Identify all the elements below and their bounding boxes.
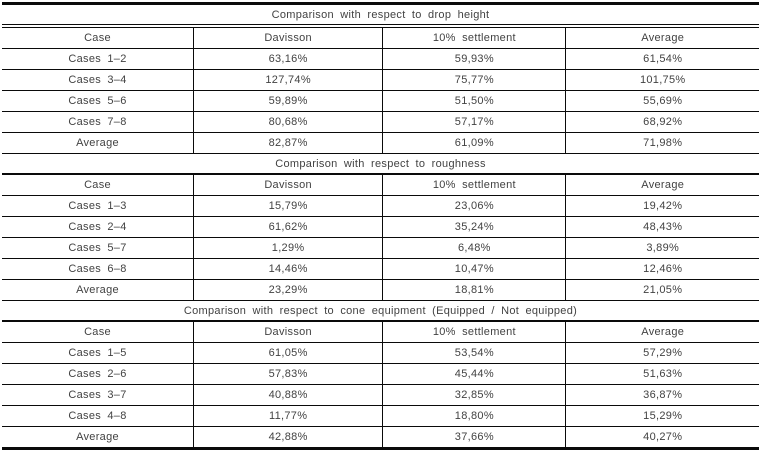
comparison-table: Comparison with respect to drop height C…: [2, 2, 759, 450]
table-row-average: Average 82,87% 61,09% 71,98%: [2, 132, 759, 154]
settlement-cell: 45,44%: [382, 363, 566, 385]
davisson-cell: 61,05%: [193, 342, 383, 364]
settlement-cell: 59,93%: [382, 48, 566, 70]
case-cell: Cases 3–4: [2, 69, 194, 91]
case-cell: Cases 5–6: [2, 90, 194, 112]
davisson-cell: 82,87%: [193, 132, 383, 154]
davisson-cell: 42,88%: [193, 426, 383, 449]
col-header-average: Average: [565, 174, 759, 196]
header-row: Case Davisson 10% settlement Average: [2, 321, 759, 343]
settlement-cell: 32,85%: [382, 384, 566, 406]
average-cell: 12,46%: [565, 258, 759, 280]
case-cell: Cases 2–6: [2, 363, 194, 385]
col-header-settlement: 10% settlement: [382, 321, 566, 343]
average-cell: 57,29%: [565, 342, 759, 364]
case-cell: Average: [2, 132, 194, 154]
case-cell: Cases 6–8: [2, 258, 194, 280]
average-cell: 36,87%: [565, 384, 759, 406]
davisson-cell: 63,16%: [193, 48, 383, 70]
case-cell: Cases 2–4: [2, 216, 194, 238]
settlement-cell: 18,80%: [382, 405, 566, 427]
table-row: Cases 2–6 57,83% 45,44% 51,63%: [2, 363, 759, 385]
average-cell: 101,75%: [565, 69, 759, 91]
davisson-cell: 59,89%: [193, 90, 383, 112]
davisson-cell: 40,88%: [193, 384, 383, 406]
col-header-case: Case: [2, 174, 194, 196]
col-header-davisson: Davisson: [193, 174, 383, 196]
settlement-cell: 6,48%: [382, 237, 566, 259]
case-cell: Average: [76, 431, 119, 443]
davisson-cell: 57,83%: [193, 363, 383, 385]
average-cell: 15,29%: [565, 405, 759, 427]
section-title: Comparison with respect to drop height: [2, 3, 759, 28]
settlement-cell: 51,50%: [382, 90, 566, 112]
average-cell: 55,69%: [565, 90, 759, 112]
average-cell: 3,89%: [565, 237, 759, 259]
average-cell: 19,42%: [565, 195, 759, 217]
davisson-cell: 1,29%: [193, 237, 383, 259]
davisson-cell: 15,79%: [193, 195, 383, 217]
settlement-cell: 37,66%: [382, 426, 566, 449]
header-row: Case Davisson 10% settlement Average: [2, 174, 759, 196]
header-row: Case Davisson 10% settlement Average: [2, 26, 759, 49]
average-cell: 61,54%: [565, 48, 759, 70]
col-header-settlement: 10% settlement: [382, 26, 566, 49]
davisson-cell: 61,62%: [193, 216, 383, 238]
davisson-cell: 80,68%: [193, 111, 383, 133]
average-cell: 51,63%: [565, 363, 759, 385]
average-cell: 21,05%: [565, 279, 759, 301]
section-title-row-roughness: Comparison with respect to roughness: [2, 153, 759, 175]
table-row: Cases 4–8 11,77% 18,80% 15,29%: [2, 405, 759, 427]
settlement-cell: 35,24%: [382, 216, 566, 238]
table-row: Cases 6–8 14,46% 10,47% 12,46%: [2, 258, 759, 280]
col-header-davisson: Davisson: [193, 321, 383, 343]
col-header-average: Average: [565, 26, 759, 49]
case-cell: Cases 4–8: [2, 405, 194, 427]
average-cell: 68,92%: [565, 111, 759, 133]
average-cell: 40,27%: [565, 426, 759, 449]
table-row: Cases 3–4 127,74% 75,77% 101,75%: [2, 69, 759, 91]
table-row: Cases 3–7 40,88% 32,85% 36,87%: [2, 384, 759, 406]
settlement-cell: 53,54%: [382, 342, 566, 364]
case-cell: Cases 1–5: [2, 342, 194, 364]
col-header-settlement: 10% settlement: [382, 174, 566, 196]
settlement-cell: 18,81%: [382, 279, 566, 301]
table-row-average: Average 23,29% 18,81% 21,05%: [2, 279, 759, 301]
average-cell: 48,43%: [565, 216, 759, 238]
settlement-cell: 57,17%: [382, 111, 566, 133]
table-row: Cases 5–7 1,29% 6,48% 3,89%: [2, 237, 759, 259]
case-cell: Average: [2, 279, 194, 301]
case-cell: Cases 5–7: [2, 237, 194, 259]
settlement-cell: 61,09%: [382, 132, 566, 154]
section-title-row-drop-height: Comparison with respect to drop height: [2, 3, 759, 28]
col-header-davisson: Davisson: [193, 26, 383, 49]
table-row: Cases 2–4 61,62% 35,24% 48,43%: [2, 216, 759, 238]
table-row: Cases 1–3 15,79% 23,06% 19,42%: [2, 195, 759, 217]
table-row: Cases 5–6 59,89% 51,50% 55,69%: [2, 90, 759, 112]
davisson-cell: 23,29%: [193, 279, 383, 301]
davisson-cell: 14,46%: [193, 258, 383, 280]
table-row: Cases 1–2 63,16% 59,93% 61,54%: [2, 48, 759, 70]
average-cell: 71,98%: [565, 132, 759, 154]
col-header-case: Case: [2, 26, 194, 49]
settlement-cell: 23,06%: [382, 195, 566, 217]
table-row: Cases 1–5 61,05% 53,54% 57,29%: [2, 342, 759, 364]
col-header-average: Average: [565, 321, 759, 343]
table-row-average: Average 42,88% 37,66% 40,27%: [2, 426, 759, 449]
case-cell: Cases 1–2: [2, 48, 194, 70]
case-cell: Cases 7–8: [2, 111, 194, 133]
section-title-row-cone-equipment: Comparison with respect to cone equipmen…: [2, 300, 759, 322]
case-cell: Cases 1–3: [2, 195, 194, 217]
davisson-cell: 11,77%: [193, 405, 383, 427]
section-title: Comparison with respect to cone equipmen…: [2, 300, 759, 322]
table-row: Cases 7–8 80,68% 57,17% 68,92%: [2, 111, 759, 133]
col-header-case: Case: [2, 321, 194, 343]
case-cell: Cases 3–7: [2, 384, 194, 406]
davisson-cell: 127,74%: [193, 69, 383, 91]
section-title: Comparison with respect to roughness: [2, 153, 759, 175]
settlement-cell: 75,77%: [382, 69, 566, 91]
settlement-cell: 10,47%: [382, 258, 566, 280]
